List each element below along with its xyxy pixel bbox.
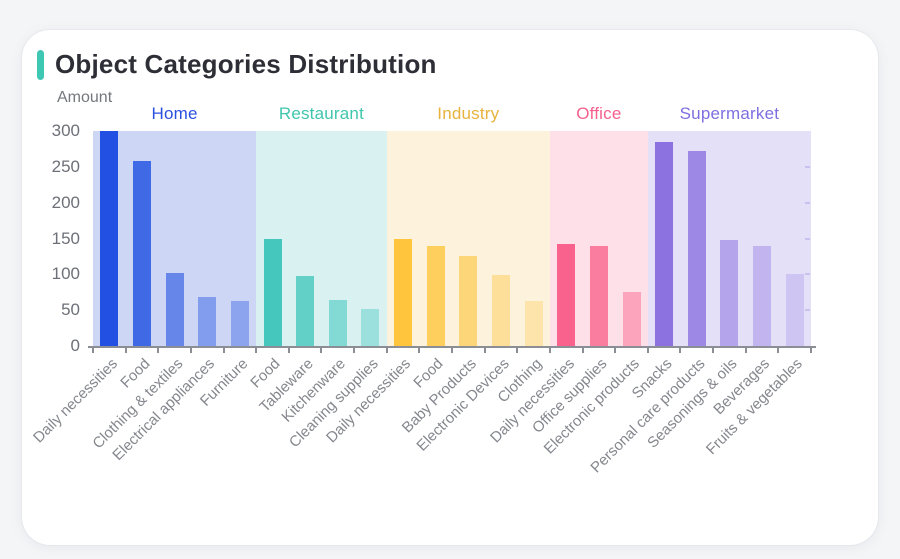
bar[interactable]: [589, 246, 608, 346]
x-axis-tick: [353, 348, 356, 353]
bar[interactable]: [687, 151, 706, 346]
bar[interactable]: [165, 272, 184, 346]
group-label-home: Home: [151, 104, 198, 123]
x-axis-tick: [548, 348, 551, 353]
x-axis-tick: [744, 348, 747, 353]
x-axis-tick: [516, 348, 519, 353]
bar[interactable]: [655, 141, 674, 346]
x-axis-tick: [92, 348, 94, 353]
x-axis-tick: [451, 348, 453, 353]
x-axis-tick: [581, 348, 584, 353]
bar[interactable]: [296, 276, 315, 346]
x-axis-tick: [483, 348, 486, 353]
y-axis-tick-label: 250: [51, 156, 80, 176]
bar[interactable]: [100, 131, 119, 346]
x-axis-tick: [189, 348, 192, 353]
x-axis-line: [88, 346, 816, 348]
x-axis-tick: [810, 348, 812, 353]
right-axis-tick: [805, 273, 810, 276]
bar[interactable]: [426, 246, 445, 346]
y-axis-name: Amount: [57, 89, 113, 106]
x-axis-tick: [287, 348, 290, 353]
bar[interactable]: [524, 300, 543, 346]
bar[interactable]: [720, 239, 739, 346]
bar[interactable]: [753, 245, 772, 346]
y-axis-tick-label: 150: [51, 228, 80, 248]
x-axis-tick: [124, 348, 127, 353]
x-axis-tick: [222, 348, 225, 353]
group-label-supermarket: Supermarket: [679, 104, 780, 123]
bar[interactable]: [557, 244, 576, 346]
group-label-restaurant: Restaurant: [278, 104, 365, 123]
x-axis-tick: [777, 348, 780, 353]
bar[interactable]: [394, 238, 413, 346]
bar[interactable]: [132, 161, 151, 346]
bar[interactable]: [622, 292, 641, 346]
bar[interactable]: [361, 309, 380, 346]
right-axis-tick: [805, 165, 810, 168]
x-axis-tick: [418, 348, 421, 353]
bar[interactable]: [328, 300, 347, 346]
y-axis-tick-label: 50: [61, 300, 80, 320]
title-row: Object Categories Distribution: [37, 49, 437, 80]
bar[interactable]: [491, 275, 510, 346]
x-axis-tick: [712, 348, 715, 353]
bar[interactable]: [198, 297, 217, 346]
group-label-office: Office: [576, 104, 622, 123]
x-axis-tick: [385, 348, 388, 353]
y-axis-tick-label: 100: [51, 264, 80, 284]
right-axis-tick: [805, 237, 810, 240]
right-axis-tick: [805, 309, 810, 312]
bar[interactable]: [230, 300, 249, 346]
right-axis-tick: [805, 201, 810, 204]
x-axis-tick: [255, 348, 258, 353]
x-axis-tick: [614, 348, 617, 353]
bar[interactable]: [785, 273, 804, 346]
y-axis-tick-label: 200: [51, 192, 80, 212]
bar-chart: 0 50 100 150 200 250 300 Home Daily necessities F…: [22, 30, 878, 545]
x-axis-tick: [679, 348, 682, 353]
group-label-industry: Industry: [437, 104, 500, 123]
page-title: Object Categories Distribution: [55, 49, 437, 79]
bar[interactable]: [263, 239, 282, 346]
y-axis-tick-label: 300: [51, 121, 80, 140]
title-accent-bar: [37, 49, 44, 80]
x-axis-tick: [320, 348, 323, 353]
bar[interactable]: [459, 255, 478, 346]
y-axis-tick-label: 0: [70, 336, 80, 355]
x-axis-tick: [157, 348, 160, 353]
x-axis-tick: [646, 348, 649, 353]
